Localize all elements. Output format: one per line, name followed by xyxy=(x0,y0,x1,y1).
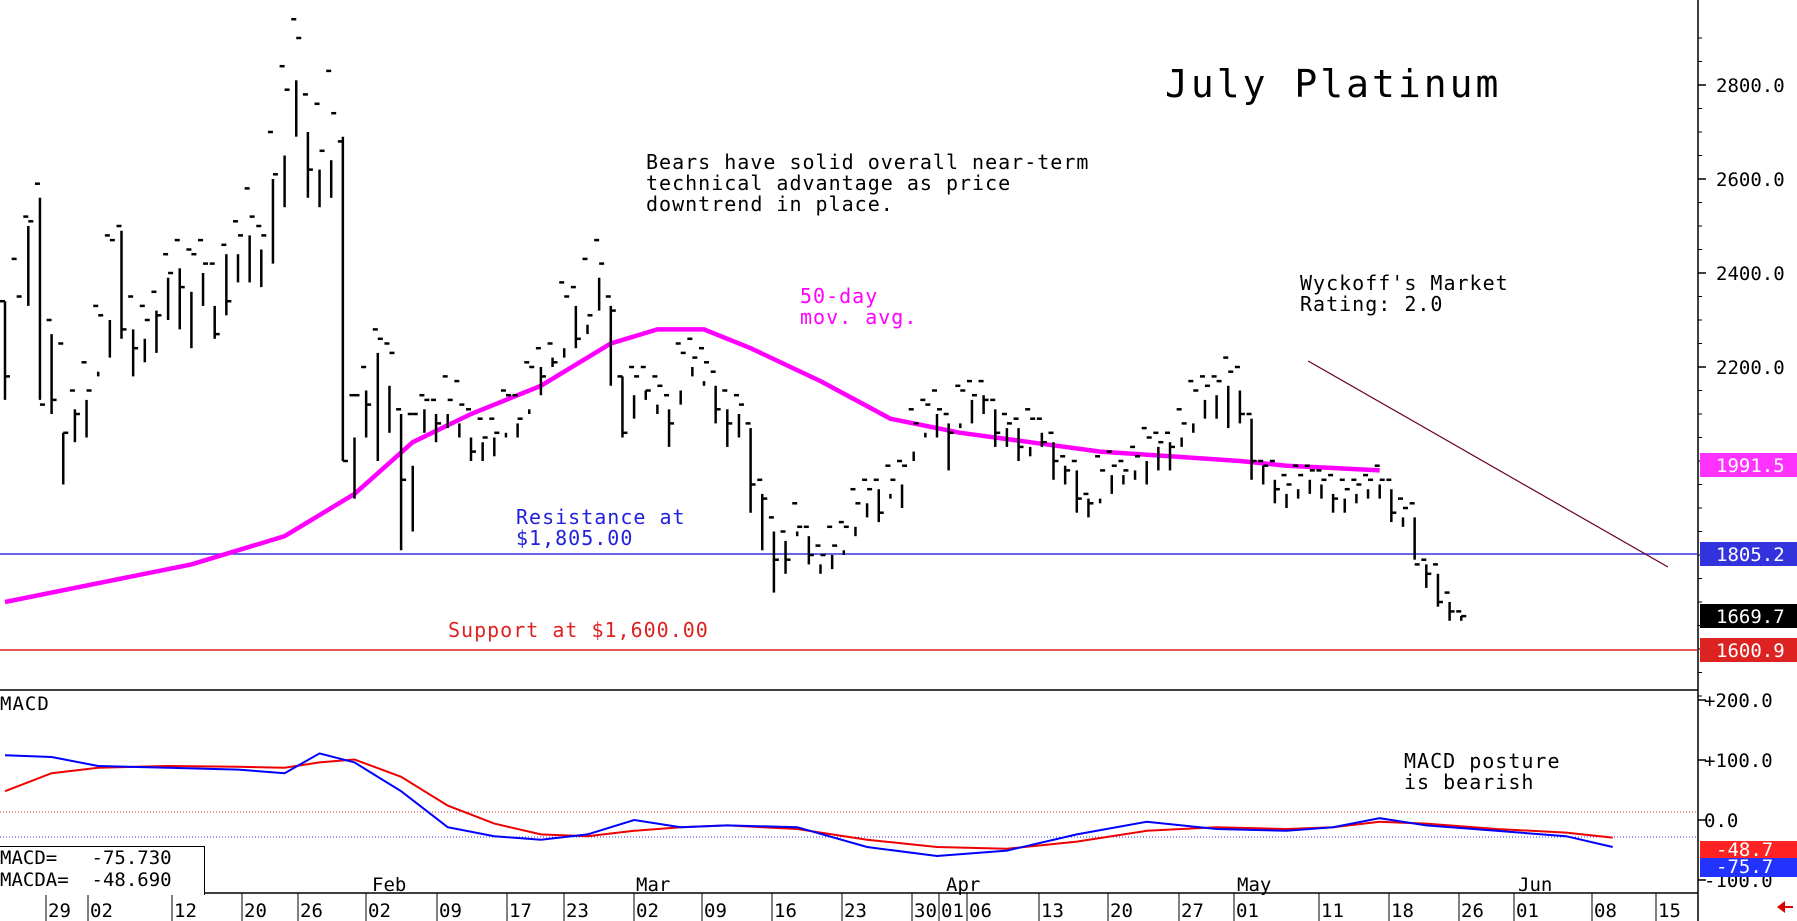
price-tick-label: 2800.0 xyxy=(1716,75,1785,97)
macd-tick-label: +200.0 xyxy=(1704,690,1773,712)
time-day-label: 26 xyxy=(300,900,323,921)
value-tag xyxy=(1700,453,1797,477)
time-day-label: 26 xyxy=(1461,900,1484,921)
time-day-label: 20 xyxy=(1110,900,1133,921)
time-day-label: 16 xyxy=(774,900,797,921)
time-day-label: 01 xyxy=(1516,900,1539,921)
time-day-label: 02 xyxy=(368,900,391,921)
time-day-label: 17 xyxy=(509,900,532,921)
time-day-label: 01 xyxy=(941,900,964,921)
time-day-label: 23 xyxy=(844,900,867,921)
time-day-label: 29 xyxy=(48,900,71,921)
time-day-label: 13 xyxy=(1041,900,1064,921)
downtrend-line xyxy=(1307,360,1669,568)
time-month-label: Apr xyxy=(946,874,980,896)
value-tag-label: 1991.5 xyxy=(1716,455,1785,477)
chart-title: July Platinum xyxy=(1165,62,1502,106)
value-tag xyxy=(1700,604,1797,628)
macd-readout: MACD= -75.730 MACDA= -48.690 xyxy=(0,846,205,895)
bears-annotation: Bears have solid overall near-term techn… xyxy=(646,150,1090,216)
macd-tick-label: 0.0 xyxy=(1704,810,1738,832)
time-day-label: 23 xyxy=(566,900,589,921)
scroll-arrow-icon xyxy=(1777,901,1785,913)
support-annotation: Support at $1,600.00 xyxy=(448,618,709,642)
value-tag-label: 1669.7 xyxy=(1716,606,1785,628)
time-day-label: 02 xyxy=(636,900,659,921)
level-tag-label: 1805.2 xyxy=(1716,544,1785,566)
time-day-label: 11 xyxy=(1321,900,1344,921)
macda-readout-value: MACDA= -48.690 xyxy=(0,869,172,891)
level-tag xyxy=(1700,542,1797,566)
wyckoff-annotation: Wyckoff's Market Rating: 2.0 xyxy=(1300,271,1509,316)
macd-posture-annotation: MACD posture is bearish xyxy=(1404,749,1561,794)
time-day-label: 18 xyxy=(1391,900,1414,921)
time-day-label: 12 xyxy=(174,900,197,921)
macda-signal-line xyxy=(4,758,1613,850)
time-day-label: 08 xyxy=(1594,900,1617,921)
time-day-label: 27 xyxy=(1181,900,1204,921)
macd-line xyxy=(4,752,1613,858)
time-day-label: 02 xyxy=(90,900,113,921)
macd-tick-label: +100.0 xyxy=(1704,750,1773,772)
level-tag-label: 1600.9 xyxy=(1716,640,1785,662)
time-day-label: 01 xyxy=(1236,900,1259,921)
price-tick-label: 2200.0 xyxy=(1716,357,1785,379)
time-month-label: Jun xyxy=(1518,874,1552,896)
macd-value-tag-label: -75.7 xyxy=(1716,856,1773,878)
macd-readout-value: MACD= -75.730 xyxy=(0,847,172,869)
time-day-label: 06 xyxy=(969,900,992,921)
time-month-label: Feb xyxy=(372,874,406,896)
resistance-annotation: Resistance at $1,805.00 xyxy=(516,505,686,550)
time-day-label: 09 xyxy=(704,900,727,921)
level-tag xyxy=(1700,638,1797,662)
time-month-label: May xyxy=(1237,874,1271,896)
macd-value-tag xyxy=(1700,841,1797,860)
ma-label: 50-day mov. avg. xyxy=(800,284,918,329)
macd-panel-label: MACD xyxy=(0,693,50,715)
macd-value-tag xyxy=(1700,858,1797,877)
time-day-label: 15 xyxy=(1658,900,1681,921)
price-tick-label: 2600.0 xyxy=(1716,169,1785,191)
time-month-label: Mar xyxy=(636,874,670,896)
time-day-label: 20 xyxy=(244,900,267,921)
macd-value-tag-label: -48.7 xyxy=(1716,839,1773,861)
time-day-label: 09 xyxy=(439,900,462,921)
price-tick-label: 2400.0 xyxy=(1716,263,1785,285)
moving-average-line xyxy=(4,327,1380,605)
time-day-label: 30 xyxy=(914,900,937,921)
